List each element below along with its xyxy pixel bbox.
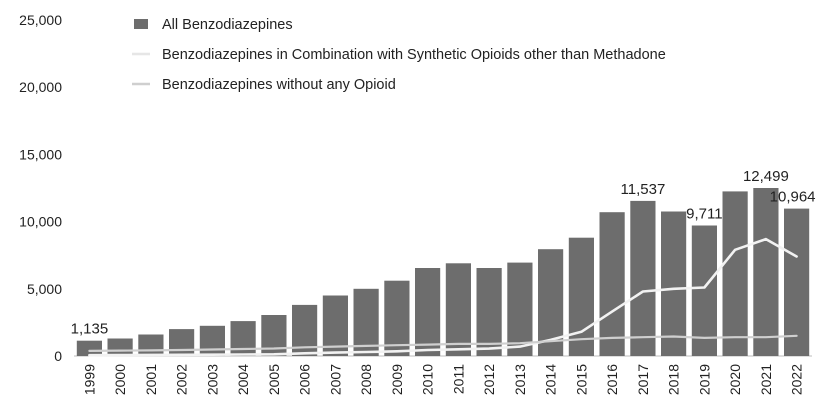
legend: All Benzodiazepines Benzodiazepines in Co… [132, 17, 666, 93]
x-tick-label: 2001 [143, 364, 159, 395]
x-tick-label: 2013 [512, 364, 528, 395]
x-tick-label: 2009 [389, 364, 405, 395]
bar-2012 [476, 268, 502, 356]
x-tick-label: 2018 [666, 364, 682, 395]
bar-2000 [107, 338, 133, 356]
data-label: 9,711 [686, 206, 722, 223]
y-axis: 0 5,000 10,000 15,000 20,000 25,000 [19, 12, 62, 364]
bar-2002 [169, 329, 195, 356]
y-tick-label: 0 [54, 348, 62, 364]
x-tick-label: 2006 [297, 364, 313, 395]
y-tick-label: 20,000 [19, 79, 62, 95]
x-tick-label: 2008 [358, 364, 374, 395]
x-tick-label: 2010 [420, 364, 436, 395]
y-tick-label: 5,000 [27, 281, 62, 297]
y-tick-label: 15,000 [19, 146, 62, 162]
legend-label: Benzodiazepines in Combination with Synt… [162, 47, 666, 63]
x-tick-label: 2017 [635, 364, 651, 395]
x-tick-label: 2019 [696, 364, 712, 395]
bar-2020 [722, 191, 748, 356]
bar-2013 [507, 262, 533, 356]
x-tick-label: 2015 [573, 364, 589, 395]
bar-2003 [199, 325, 225, 356]
bar-2018 [661, 211, 687, 356]
x-tick-label: 2005 [266, 364, 282, 395]
bar-2015 [568, 237, 594, 356]
x-tick-label: 2016 [604, 364, 620, 395]
data-labels: 1,135 11,537 9,711 12,499 10,964 [71, 168, 816, 338]
bar-2009 [384, 280, 410, 356]
legend-swatch-bar [134, 19, 148, 29]
bar-2004 [230, 321, 256, 356]
line-series-without-opioid [88, 334, 798, 352]
x-axis: 1999 2000 2001 2002 2003 2004 2005 2006 2007 2008… [81, 364, 804, 395]
x-tick-label: 2003 [204, 364, 220, 395]
data-label: 12,499 [743, 168, 789, 185]
legend-label: Benzodiazepines without any Opioid [162, 77, 396, 93]
y-tick-label: 10,000 [19, 214, 62, 230]
x-tick-label: 2020 [727, 364, 743, 395]
data-label: 11,537 [621, 181, 666, 198]
x-tick-label: 1999 [81, 364, 97, 395]
bar-2005 [261, 315, 287, 356]
bar-2022 [784, 208, 810, 356]
line-series-group [88, 237, 798, 357]
x-tick-label: 2004 [235, 364, 251, 395]
x-tick-label: 2011 [450, 364, 466, 394]
x-tick-label: 2012 [481, 364, 497, 395]
data-label: 10,964 [770, 189, 816, 206]
bar-2017 [630, 200, 656, 356]
bar-2021 [753, 188, 779, 356]
x-tick-label: 2002 [174, 364, 190, 395]
x-tick-label: 2021 [758, 364, 774, 395]
line-series-synthetic-opioids [88, 237, 798, 357]
bar-2019 [691, 225, 717, 356]
bar-2011 [445, 263, 471, 356]
x-tick-label: 2022 [789, 364, 805, 395]
data-label: 1,135 [71, 321, 109, 338]
bar-1999 [76, 340, 102, 356]
bar-2010 [415, 268, 441, 356]
bar-2001 [138, 334, 164, 356]
x-tick-label: 2014 [543, 364, 559, 395]
x-tick-label: 2007 [327, 364, 343, 395]
y-tick-label: 25,000 [19, 12, 62, 28]
legend-label: All Benzodiazepines [162, 17, 293, 33]
x-tick-label: 2000 [112, 364, 128, 395]
bar-2016 [599, 212, 625, 356]
